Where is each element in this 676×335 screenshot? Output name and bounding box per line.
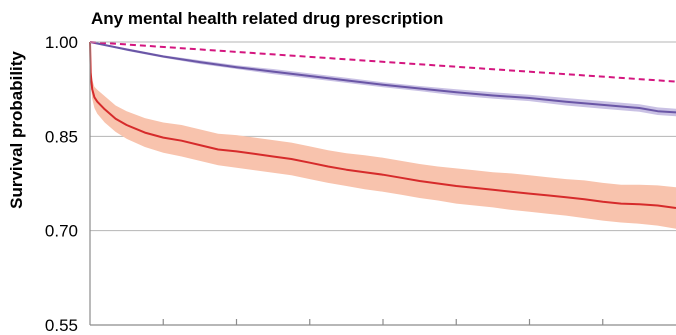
y-tick-label-0: 1.00 [45, 33, 78, 52]
y-tick-label-3: 0.55 [45, 316, 78, 335]
y-axis-label: Survival probability [7, 51, 26, 209]
chart-title: Any mental health related drug prescript… [91, 9, 443, 28]
series-2-line [89, 41, 676, 83]
y-tick-label-2: 0.70 [45, 222, 78, 241]
series-1-line [89, 41, 676, 114]
y-tick-labels: 1.00 0.85 0.70 0.55 [45, 33, 78, 335]
y-tick-label-1: 0.85 [45, 127, 78, 146]
series-0-line [89, 41, 676, 209]
series-lines [89, 41, 676, 209]
axis-ticks [162, 319, 604, 325]
confidence-bands [90, 42, 676, 229]
series-1-band [90, 42, 676, 117]
series-0-band [90, 42, 676, 229]
